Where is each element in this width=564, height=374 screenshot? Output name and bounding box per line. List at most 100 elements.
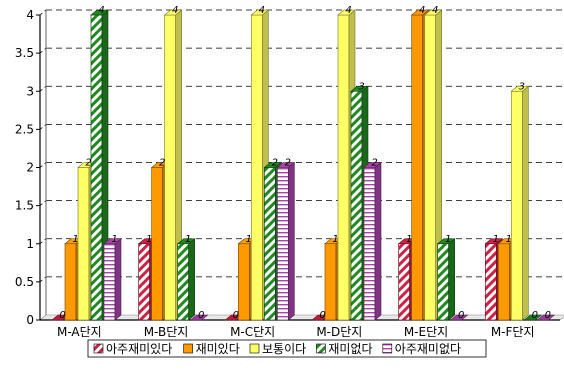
bar — [324, 243, 337, 321]
data-label: 4 — [345, 5, 351, 16]
bar — [363, 167, 376, 321]
data-label: 0 — [458, 310, 464, 321]
bar — [138, 243, 151, 321]
data-label: 2 — [272, 158, 278, 169]
data-label: 1 — [445, 234, 451, 245]
data-label: 2 — [371, 158, 377, 169]
bar-side — [522, 85, 529, 321]
category-label: M-E단지 — [404, 325, 448, 339]
y-tick-label: 3.5 — [15, 46, 34, 60]
bar-zero — [189, 314, 209, 321]
grid-lines — [39, 9, 564, 283]
bar — [398, 243, 411, 321]
bar-top — [337, 9, 356, 16]
data-label: 0 — [532, 310, 538, 321]
bar — [177, 243, 190, 321]
bar — [437, 243, 450, 321]
bar-top — [250, 9, 270, 16]
grid-line-diag — [39, 238, 47, 245]
bar — [424, 14, 437, 321]
grid-line-diag — [39, 276, 47, 283]
grid-line-diag — [39, 85, 47, 92]
bar — [276, 167, 289, 321]
data-label: 1 — [506, 234, 512, 245]
data-label: 2 — [85, 158, 91, 169]
bar — [90, 14, 103, 321]
bar-side — [448, 238, 455, 321]
bar — [237, 243, 250, 321]
data-label: 0 — [59, 310, 65, 321]
legend-entry: 재미있다 — [196, 342, 240, 356]
data-label: 1 — [246, 234, 252, 245]
bar — [77, 167, 90, 321]
bar — [510, 90, 523, 321]
data-label: 4 — [259, 5, 265, 16]
y-tick-label: 2 — [26, 161, 34, 175]
legend-entry: 아주재미없다 — [395, 342, 461, 356]
bar-zero — [523, 314, 543, 321]
bar-zero — [449, 314, 469, 321]
legend-entry: 아주재미있다 — [106, 342, 172, 356]
category-label: M-A단지 — [57, 325, 102, 339]
bar-top — [363, 162, 382, 168]
y-tick-label: 0.5 — [15, 275, 34, 289]
data-label: 4 — [432, 5, 438, 16]
data-label: 1 — [185, 234, 191, 245]
bar-top — [350, 85, 369, 92]
legend-swatch — [249, 343, 260, 354]
data-label: 1 — [406, 234, 412, 245]
y-tick-label: 0 — [26, 313, 34, 327]
data-label: 3 — [358, 81, 364, 92]
category-label: M-C단지 — [230, 325, 275, 339]
bar — [350, 90, 363, 321]
data-label: 2 — [159, 158, 165, 169]
category-label: M-B단지 — [144, 325, 189, 339]
data-label: 4 — [172, 5, 178, 16]
data-label: 0 — [319, 310, 325, 321]
grid-line-diag — [39, 124, 47, 130]
grid-line-diag — [39, 200, 47, 206]
data-label: 3 — [519, 81, 525, 92]
bar — [250, 14, 263, 321]
bar — [497, 243, 510, 321]
bar-top — [423, 9, 443, 16]
bar — [337, 14, 350, 321]
data-label: 1 — [111, 234, 117, 245]
bar — [103, 243, 116, 321]
data-label: 0 — [545, 310, 551, 321]
bar-side — [114, 238, 122, 321]
data-label: 0 — [198, 310, 204, 321]
data-label: 1 — [72, 234, 78, 245]
grid-line-diag — [39, 162, 47, 168]
category-label: M-D단지 — [316, 325, 362, 339]
bar-side — [288, 161, 295, 321]
data-label: 1 — [146, 234, 152, 245]
data-label: 0 — [233, 310, 239, 321]
y-tick-label: 4 — [26, 8, 34, 22]
legend-entry: 재미없다 — [328, 342, 372, 356]
bar-top — [410, 9, 430, 16]
data-label: 2 — [285, 158, 291, 169]
bar — [484, 243, 497, 321]
legend-swatch — [93, 343, 104, 354]
bar — [411, 14, 424, 321]
bar-top — [103, 238, 122, 245]
y-tick-label: 3 — [26, 84, 34, 98]
legend: 아주재미있다 재미있다 보통이다 재미없다 아주재미없다 — [87, 339, 487, 358]
category-label: M-F단지 — [491, 325, 535, 339]
bar-top — [176, 238, 196, 245]
legend-swatch — [316, 343, 326, 354]
legend-entry: 보통이다 — [262, 342, 306, 356]
data-label: 1 — [332, 234, 338, 245]
bar — [151, 167, 164, 321]
data-label: 4 — [419, 5, 425, 16]
bar-top — [90, 9, 109, 16]
data-label: 1 — [493, 234, 499, 245]
bar-top — [484, 238, 504, 245]
bar-top — [163, 9, 183, 16]
legend-swatch — [382, 343, 393, 354]
bar-side — [374, 161, 382, 321]
grid-line-diag — [39, 47, 47, 54]
